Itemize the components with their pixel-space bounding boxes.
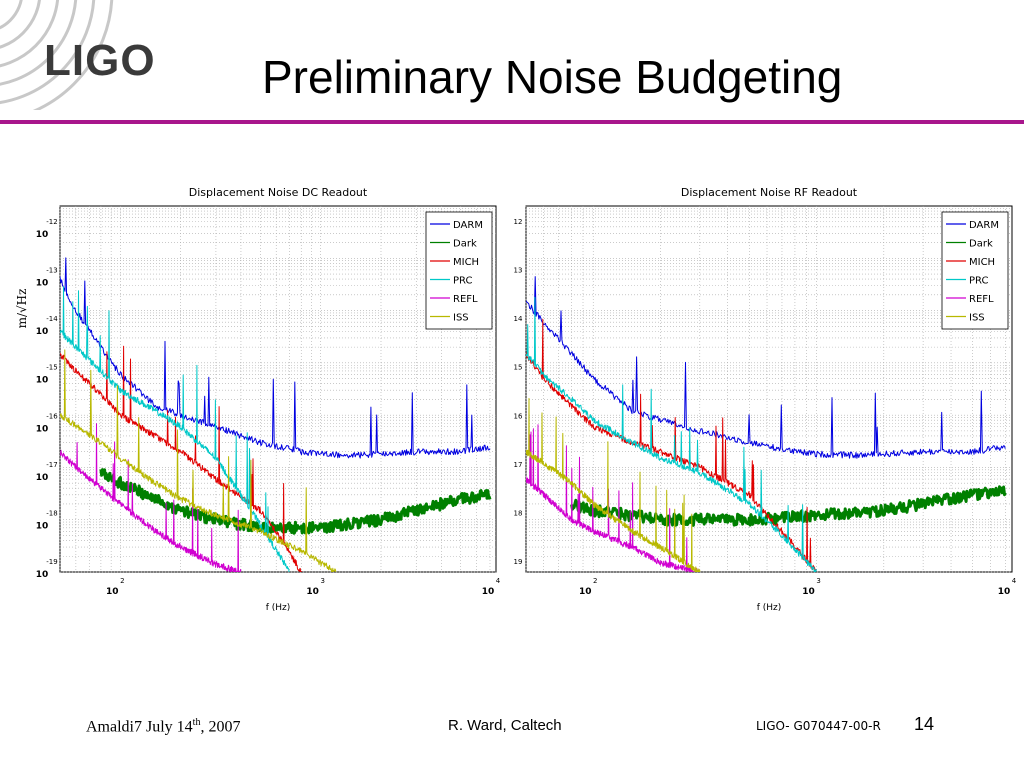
footer-author: R. Ward, Caltech <box>448 717 562 734</box>
series-line <box>60 345 302 572</box>
x-tick-exponent: 4 <box>496 577 501 585</box>
series-line <box>526 276 1006 459</box>
y-tick-label: 10 <box>36 376 49 386</box>
series-line <box>526 398 701 572</box>
legend-label: MICH <box>453 257 479 268</box>
y-tick-exponent: -12 <box>46 218 57 226</box>
x-tick-label: 10 <box>579 587 592 597</box>
y-tick-label: 10 <box>36 230 49 240</box>
y-tick-exponent: 15 <box>514 364 523 372</box>
footer-event: Amaldi7 July 14th, 2007 <box>86 717 240 736</box>
x-tick-label: 10 <box>998 587 1011 597</box>
x-tick-label: 10 <box>482 587 495 597</box>
logo-text: LIGO <box>44 36 156 85</box>
legend-label: REFL <box>969 294 994 305</box>
y-tick-label: 10 <box>36 473 49 483</box>
legend-label: DARM <box>969 220 999 231</box>
y-tick-label: 10 <box>36 424 49 434</box>
y-tick-exponent: 16 <box>514 412 523 420</box>
chart-dc-readout: Displacement Noise DC Readout 10 -12 10 -13 1… <box>15 186 501 613</box>
y-tick-label: 10 <box>36 570 49 580</box>
y-tick-exponent: 13 <box>514 267 523 275</box>
x-tick-label: 10 <box>106 587 119 597</box>
series-line <box>60 257 491 459</box>
legend-box <box>941 211 1009 330</box>
x-tick-exponent: 3 <box>816 577 820 585</box>
series-line <box>60 349 337 572</box>
legend: DARM Dark MICH PRC REFL ISS <box>941 211 1009 330</box>
y-tick-label: 10 <box>36 521 49 531</box>
footer-event-sup: th <box>192 717 201 728</box>
y-tick-exponent: 17 <box>514 461 523 469</box>
chart-title: Displacement Noise DC Readout <box>189 186 368 199</box>
series-group <box>60 257 492 572</box>
slide-title: Preliminary Noise Budgeting <box>262 51 843 103</box>
x-tick-exponent: 2 <box>593 577 597 585</box>
grid-lines <box>59 206 496 573</box>
footer-page-number: 14 <box>914 714 935 734</box>
series-line <box>526 296 818 572</box>
footer-doc-id: LIGO- G070447-00-R <box>756 719 881 733</box>
y-tick-exponent: -16 <box>46 412 58 420</box>
y-tick-label: 10 <box>36 279 49 289</box>
footer-event-text: Amaldi7 July 14 <box>86 718 193 736</box>
legend-label: MICH <box>969 257 995 268</box>
title-divider <box>0 120 1024 124</box>
y-tick-label: 10 <box>36 327 49 337</box>
legend-label: DARM <box>453 220 483 231</box>
x-tick-exponent: 2 <box>120 577 124 585</box>
legend-label: ISS <box>969 313 985 324</box>
y-tick-exponent: -14 <box>46 315 58 323</box>
y-tick-exponent: 14 <box>514 315 523 323</box>
x-axis-label: f (Hz) <box>266 603 291 613</box>
y-tick-exponent: -18 <box>46 509 57 517</box>
y-tick-exponent: -13 <box>46 267 57 275</box>
y-tick-exponent: -15 <box>46 364 57 372</box>
footer-event-year: , 2007 <box>200 718 241 736</box>
y-tick-exponent: 19 <box>514 558 523 566</box>
grid-lines <box>525 206 1012 573</box>
y-tick-exponent: 12 <box>514 218 523 226</box>
legend-label: PRC <box>453 276 472 287</box>
chart-title: Displacement Noise RF Readout <box>681 186 858 199</box>
series-line <box>526 424 700 572</box>
series-group <box>526 276 1007 572</box>
chart-rf-readout: Displacement Noise RF Readout 12 13 14 15 16 1… <box>514 186 1017 613</box>
legend-label: PRC <box>969 276 988 287</box>
legend-box <box>425 211 493 330</box>
series-line <box>60 423 242 572</box>
legend: DARM Dark MICH PRC REFL ISS <box>425 211 493 330</box>
series-line <box>526 318 818 571</box>
y-tick-exponent: -19 <box>46 558 57 566</box>
y-tick-exponent: -17 <box>46 461 57 469</box>
x-tick-label: 10 <box>306 587 319 597</box>
legend-label: ISS <box>453 313 469 324</box>
x-tick-label: 10 <box>802 587 815 597</box>
x-tick-exponent: 4 <box>1012 577 1017 585</box>
x-axis-label: f (Hz) <box>757 603 782 613</box>
legend-label: Dark <box>969 239 993 250</box>
ligo-logo: LIGO <box>0 0 170 123</box>
legend-label: Dark <box>453 239 477 250</box>
x-tick-exponent: 3 <box>320 577 324 585</box>
y-tick-exponent: 18 <box>514 509 523 517</box>
legend-label: REFL <box>453 294 478 305</box>
y-axis-label: m/√Hz <box>15 289 29 329</box>
